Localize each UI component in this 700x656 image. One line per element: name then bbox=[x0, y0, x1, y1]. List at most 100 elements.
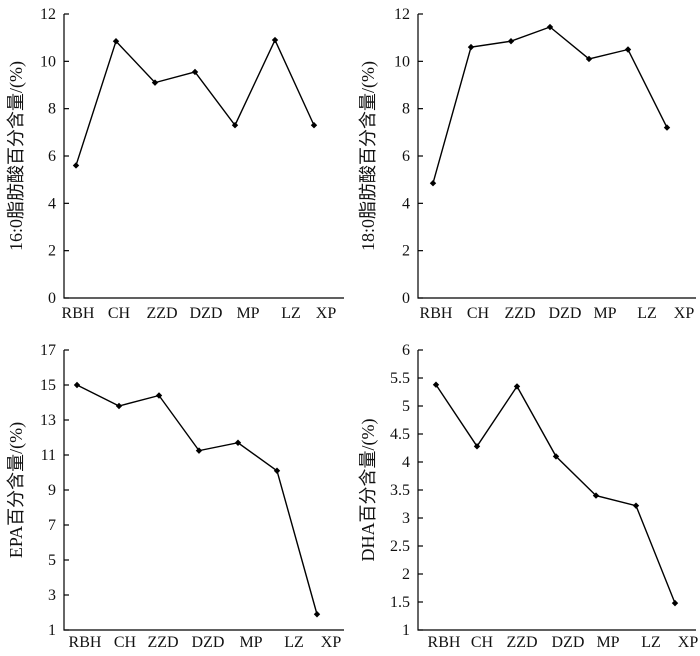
chart-panel-4: 1 1.5 2 2.5 3 3.5 4 4.5 5 5.5 6 RBH CH ZZD DZD MP LZ XP DH… bbox=[358, 342, 698, 651]
y-tick-label: 10 bbox=[394, 53, 410, 70]
data-point-mp bbox=[234, 439, 242, 446]
y-tick-label: 5 bbox=[48, 552, 56, 569]
x-tick-label: RBH bbox=[420, 305, 453, 322]
x-tick-label: DZD bbox=[552, 634, 585, 651]
x-tick-label: XP bbox=[316, 305, 337, 322]
x-tick-label: CH bbox=[114, 634, 137, 651]
data-point-rbh bbox=[72, 162, 80, 169]
y-tick-label: 6 bbox=[402, 148, 410, 165]
x-tick-label: MP bbox=[593, 305, 616, 322]
data-point-ch bbox=[115, 402, 123, 410]
series-line bbox=[432, 26, 668, 184]
y-tick-label: 1 bbox=[402, 622, 410, 639]
data-point-ch bbox=[112, 38, 120, 45]
y-tick-label: 6 bbox=[48, 148, 56, 165]
data-point-mp bbox=[585, 55, 593, 63]
x-tick-label: MP bbox=[239, 634, 262, 651]
data-point-lz bbox=[273, 467, 281, 474]
y-tick-label: 17 bbox=[40, 342, 56, 359]
y-tick-label: 12 bbox=[40, 6, 56, 23]
chart-panel-2: 0 2 4 6 8 10 12 RBH CH ZZD DZD MP LZ XP 18:0脂肪酸百分含量/(%… bbox=[358, 6, 696, 322]
y-tick-label: 2 bbox=[402, 566, 410, 583]
x-tick-label: DZD bbox=[192, 634, 225, 651]
data-point-zzd bbox=[151, 79, 159, 86]
y-tick-label: 4 bbox=[48, 195, 56, 212]
x-tick-label: MP bbox=[236, 305, 259, 322]
x-tick-label: DZD bbox=[549, 305, 582, 322]
data-point-ch bbox=[467, 43, 475, 51]
y-tick-label: 1.5 bbox=[390, 594, 410, 611]
data-point-dzd bbox=[546, 23, 554, 31]
y-tick-label: 10 bbox=[40, 53, 56, 70]
data-point-rbh bbox=[429, 180, 437, 187]
y-tick-label: 15 bbox=[40, 377, 56, 394]
x-tick-label: XP bbox=[674, 305, 695, 322]
y-axis-title: 16:0脂肪酸百分含量/(%) bbox=[6, 61, 27, 251]
y-tick-label: 2 bbox=[48, 243, 56, 260]
data-point-zzd bbox=[513, 383, 521, 390]
series-line bbox=[76, 384, 318, 615]
axis-lines bbox=[417, 350, 696, 631]
y-tick-label: 4.5 bbox=[390, 426, 410, 443]
data-point-rbh bbox=[432, 381, 440, 388]
data-point-dzd bbox=[191, 68, 199, 76]
data-point-dzd bbox=[195, 447, 203, 454]
x-tick-label: ZZD bbox=[504, 305, 535, 322]
data-point-xp bbox=[671, 599, 679, 607]
x-tick-label: LZ bbox=[641, 634, 661, 651]
y-axis-title: EPA百分含量/(%) bbox=[6, 422, 27, 558]
y-tick-label: 11 bbox=[41, 447, 56, 464]
y-tick-label: 12 bbox=[394, 6, 410, 23]
x-tick-label: LZ bbox=[284, 634, 304, 651]
y-tick-label: 5 bbox=[402, 398, 410, 415]
chart-panel-1: 0 2 4 6 8 10 12 RBH CH ZZD DZD MP LZ XP 16:0脂肪酸百分含量/(%… bbox=[6, 6, 344, 322]
x-tick-label: LZ bbox=[637, 305, 657, 322]
y-tick-label: 8 bbox=[402, 101, 410, 118]
x-tick-label: MP bbox=[596, 634, 619, 651]
y-tick-label: 1 bbox=[48, 622, 56, 639]
y-tick-label: 8 bbox=[48, 101, 56, 118]
y-tick-label: 7 bbox=[48, 517, 56, 534]
x-tick-label: XP bbox=[321, 634, 342, 651]
data-point-lz bbox=[624, 46, 632, 53]
x-tick-label: XP bbox=[678, 634, 699, 651]
data-point-xp bbox=[313, 611, 321, 618]
y-axis-title: 18:0脂肪酸百分含量/(%) bbox=[358, 61, 379, 251]
data-point-rbh bbox=[73, 381, 81, 389]
y-tick-label: 4 bbox=[402, 454, 410, 471]
y-tick-label: 0 bbox=[48, 290, 56, 307]
y-tick-label: 2.5 bbox=[390, 538, 410, 555]
x-tick-label: ZZD bbox=[147, 634, 178, 651]
data-point-ch bbox=[473, 443, 481, 450]
y-tick-label: 3 bbox=[402, 510, 410, 527]
x-tick-label: CH bbox=[467, 305, 490, 322]
y-axis-title: DHA百分含量/(%) bbox=[358, 419, 379, 562]
axis-lines bbox=[417, 14, 696, 299]
y-tick-label: 9 bbox=[48, 482, 56, 499]
y-tick-label: 5.5 bbox=[390, 370, 410, 387]
y-tick-label: 2 bbox=[402, 243, 410, 260]
y-tick-label: 6 bbox=[402, 342, 410, 359]
data-point-zzd bbox=[507, 38, 515, 45]
data-point-xp bbox=[310, 122, 318, 129]
data-point-lz bbox=[632, 502, 640, 509]
y-tick-label: 13 bbox=[40, 412, 56, 429]
x-tick-label: CH bbox=[108, 305, 131, 322]
x-tick-label: RBH bbox=[62, 305, 95, 322]
x-tick-label: RBH bbox=[69, 634, 102, 651]
series-line bbox=[75, 38, 315, 166]
y-tick-label: 4 bbox=[402, 195, 410, 212]
series-line bbox=[435, 384, 676, 604]
data-point-mp bbox=[592, 492, 600, 499]
x-tick-label: ZZD bbox=[506, 634, 537, 651]
y-tick-label: 3.5 bbox=[390, 482, 410, 499]
axis-lines bbox=[63, 350, 344, 631]
axis-lines bbox=[63, 14, 344, 299]
x-tick-label: LZ bbox=[281, 305, 301, 322]
y-tick-label: 0 bbox=[402, 290, 410, 307]
data-point-mp bbox=[231, 122, 239, 129]
y-tick-label: 3 bbox=[48, 587, 56, 604]
data-point-zzd bbox=[155, 392, 163, 399]
